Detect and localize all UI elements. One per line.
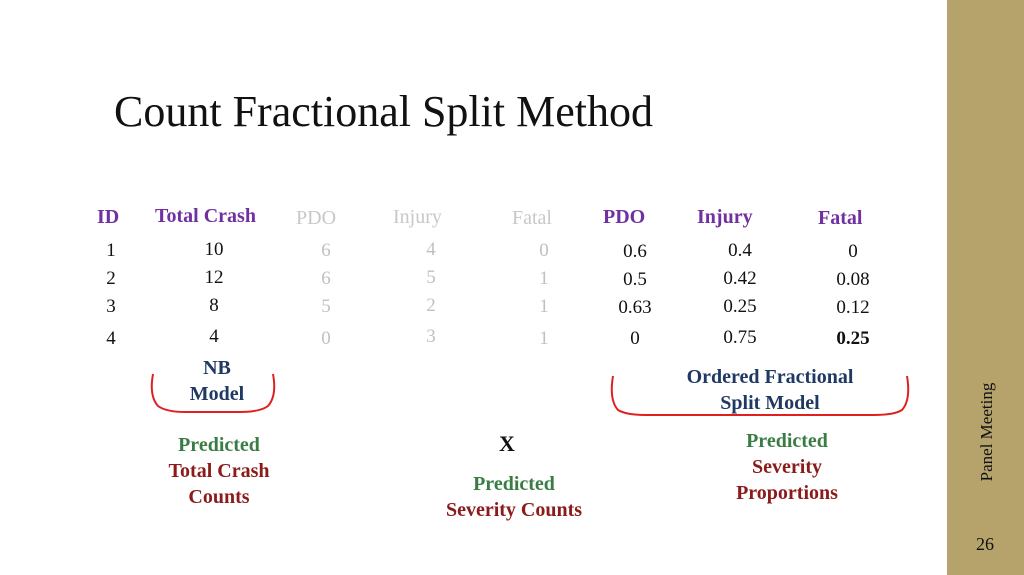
header-observed-injury: Injury bbox=[393, 206, 442, 228]
multiply-sign: X bbox=[499, 431, 515, 456]
slide-title: Count Fractional Split Method bbox=[114, 87, 653, 136]
cell-id: 2 bbox=[106, 268, 116, 289]
cell-predicted-pdo: 0.63 bbox=[618, 297, 652, 318]
header-observed-pdo: PDO bbox=[296, 207, 337, 229]
cell-id: 1 bbox=[106, 240, 116, 261]
predicted-severity-proportions-label: Predicted Severity Proportions bbox=[736, 430, 838, 504]
page-number: 26 bbox=[976, 534, 994, 554]
cell-total-crash: 12 bbox=[204, 267, 224, 288]
header-total-crash: Total Crash bbox=[155, 205, 256, 227]
cell-total-crash: 4 bbox=[209, 326, 219, 347]
cell-observed-fatal: 0 bbox=[539, 240, 549, 261]
cell-predicted-injury: 0.25 bbox=[723, 296, 757, 317]
cell-predicted-injury: 0.4 bbox=[728, 240, 752, 261]
cell-id: 3 bbox=[106, 296, 116, 317]
cell-predicted-fatal: 0 bbox=[848, 241, 858, 262]
header-predicted-injury: Injury bbox=[697, 206, 753, 228]
cell-predicted-pdo: 0 bbox=[630, 328, 640, 349]
nb-model-label: NB Model bbox=[189, 357, 245, 405]
header-observed-fatal: Fatal bbox=[512, 207, 552, 229]
header-predicted-pdo: PDO bbox=[603, 206, 646, 228]
cell-id: 4 bbox=[106, 328, 116, 349]
cell-predicted-fatal: 0.12 bbox=[836, 297, 870, 318]
cell-observed-injury: 2 bbox=[426, 295, 436, 316]
cell-predicted-injury: 0.42 bbox=[723, 268, 757, 289]
header-predicted-fatal: Fatal bbox=[818, 207, 863, 229]
predicted-severity-counts-label: Predicted Severity Counts bbox=[445, 473, 583, 521]
cell-observed-fatal: 1 bbox=[539, 328, 549, 349]
ofs-model-label: Ordered Fractional Split Model bbox=[686, 366, 854, 414]
sidebar-bar bbox=[947, 0, 1024, 575]
cell-observed-injury: 5 bbox=[426, 267, 436, 288]
nb-model-brace bbox=[150, 373, 276, 413]
cell-predicted-fatal: 0.25 bbox=[836, 328, 870, 349]
cell-predicted-injury: 0.75 bbox=[723, 327, 757, 348]
cell-observed-injury: 4 bbox=[426, 239, 436, 260]
cell-total-crash: 8 bbox=[209, 295, 219, 316]
cell-observed-injury: 3 bbox=[426, 326, 436, 347]
cell-predicted-pdo: 0.5 bbox=[623, 269, 647, 290]
cell-total-crash: 10 bbox=[204, 239, 224, 260]
ofs-model-brace bbox=[610, 375, 910, 416]
cell-observed-pdo: 0 bbox=[321, 328, 331, 349]
cell-predicted-fatal: 0.08 bbox=[836, 269, 870, 290]
cell-observed-pdo: 6 bbox=[321, 240, 331, 261]
cell-observed-pdo: 5 bbox=[321, 296, 331, 317]
cell-observed-fatal: 1 bbox=[539, 268, 549, 289]
sidebar-label: Panel Meeting bbox=[977, 382, 996, 482]
cell-predicted-pdo: 0.6 bbox=[623, 241, 647, 262]
cell-observed-fatal: 1 bbox=[539, 296, 549, 317]
header-id: ID bbox=[97, 206, 120, 228]
predicted-total-crash-label: Predicted Total Crash Counts bbox=[168, 434, 270, 508]
cell-observed-pdo: 6 bbox=[321, 268, 331, 289]
